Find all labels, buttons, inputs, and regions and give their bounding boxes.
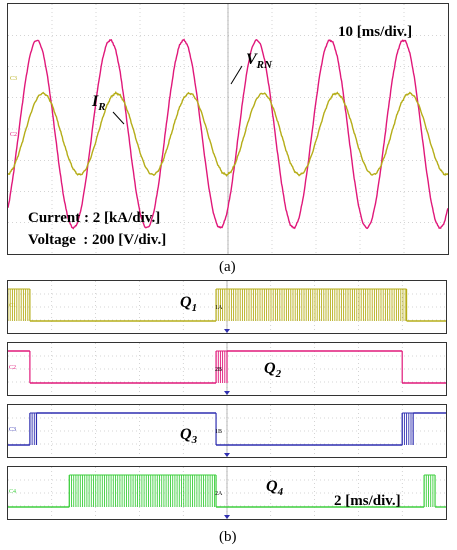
label-q3-sub: 3 (191, 434, 198, 447)
channel-label-q4: C4 (9, 489, 16, 495)
label-q1-main: Q (180, 294, 192, 311)
caption-b: (b) (219, 529, 237, 545)
q1-segment-pwm (215, 289, 406, 321)
timebase-b: 2 [ms/div.] (334, 493, 401, 509)
label-vrn: VRN (246, 51, 272, 71)
scope-q2: 2B C2 (7, 342, 447, 396)
caption-a: (a) (219, 259, 236, 275)
label-vrn-sub: RN (256, 59, 272, 72)
voltage-scale: Voltage : 200 [V/div.] (28, 232, 167, 248)
label-q4: Q4 (266, 478, 283, 498)
current-scale: Current : 2 [kA/div.] (28, 210, 161, 226)
label-q2: Q2 (264, 360, 281, 380)
waveform-q4: 2A C4 (8, 467, 446, 519)
label-ir-main: I (92, 93, 99, 110)
trigger-marker-q1 (224, 329, 230, 333)
label-q4-main: Q (266, 478, 278, 495)
channel-label-q2: C2 (9, 365, 16, 371)
timebase-a: 10 [ms/div.] (338, 24, 413, 40)
label-q2-main: Q (264, 360, 276, 377)
waveform-q1: 1A C1 (7, 281, 446, 333)
waveform-q2: 2B C2 (8, 343, 446, 395)
label-ir-sub: R (98, 101, 106, 114)
series-i-r (7, 91, 449, 177)
trigger-label-q4: 2A (215, 491, 223, 497)
label-q1-sub: 1 (191, 302, 198, 315)
label-q4-sub: 4 (277, 486, 284, 499)
label-q3: Q3 (180, 426, 197, 446)
trigger-marker-q3 (224, 453, 230, 457)
trigger-label-q2: 2B (215, 367, 222, 373)
series-v-rn (7, 38, 449, 230)
trigger-marker-q4 (224, 515, 230, 519)
waveform-plot-a: C3 C2 (7, 4, 449, 254)
label-ir: IR (92, 93, 106, 113)
channel-label-q3: C3 (9, 427, 16, 433)
q1-segment-pwm (7, 289, 29, 321)
label-q2-sub: 2 (275, 368, 282, 381)
trigger-label-q1: 1A (215, 305, 223, 311)
q4-segment-pwm (68, 475, 215, 507)
q3-segment-pwm (29, 413, 35, 445)
waveform-q3: 1B C3 (8, 405, 446, 457)
trigger-marker-q2 (224, 391, 230, 395)
channel-label-q1: C1 (9, 303, 16, 309)
scope-q4: 2A C4 (7, 466, 447, 520)
channel-marker-top: C3 (10, 76, 17, 82)
vrn-leader (230, 65, 243, 85)
label-vrn-main: V (246, 51, 257, 68)
channel-marker-bottom: C2 (10, 132, 17, 138)
scope-q1: 1A C1 (7, 280, 447, 334)
scope-q3: 1B C3 (7, 404, 447, 458)
trigger-label-q3: 1B (215, 429, 222, 435)
scope-panel-a: C3 C2 (7, 3, 449, 255)
label-q1: Q1 (180, 294, 197, 314)
label-q3-main: Q (180, 426, 192, 443)
ir-leader (112, 111, 125, 125)
q4-segment-pwm (423, 475, 434, 507)
q3-segment-pwm (401, 413, 412, 445)
